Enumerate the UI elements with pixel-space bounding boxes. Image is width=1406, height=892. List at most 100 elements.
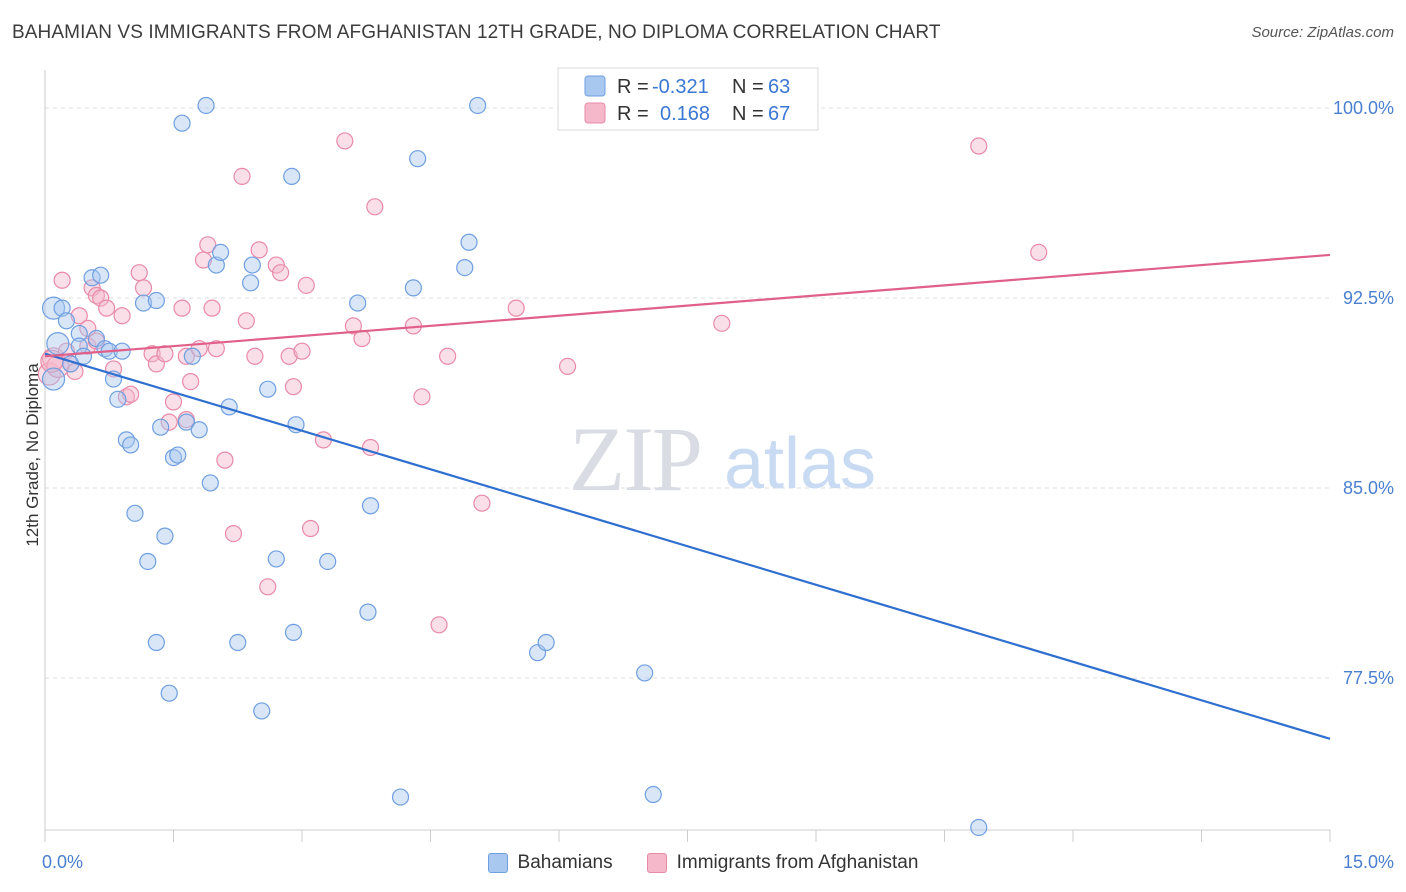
bahamian-point-41 bbox=[253, 702, 271, 720]
afghanistan-point-33 bbox=[216, 451, 234, 469]
bottom-legend: Bahamians Immigrants from Afghanistan bbox=[0, 852, 1406, 874]
bahamian-point-0 bbox=[41, 367, 66, 391]
bahamian-point-47 bbox=[319, 552, 337, 571]
legend-n-label-1: N = bbox=[732, 76, 764, 98]
afghanistan-point-58 bbox=[507, 299, 525, 317]
afghanistan-point-38 bbox=[250, 241, 268, 259]
afghanistan-point-57 bbox=[473, 494, 491, 512]
afghanistan-trend-line bbox=[44, 253, 1331, 358]
afghanistan-point-17 bbox=[130, 264, 148, 282]
afghanistan-point-31 bbox=[203, 299, 221, 317]
bahamian-point-26 bbox=[160, 684, 178, 702]
afghanistan-point-22 bbox=[160, 413, 178, 431]
legend-n-value-2: 67 bbox=[768, 103, 790, 125]
y-tick-label-1: 85.0% bbox=[1343, 478, 1394, 498]
afghanistan-point-11 bbox=[92, 289, 110, 307]
afghanistan-point-18 bbox=[134, 279, 153, 297]
legend-swatch-pink bbox=[584, 102, 606, 124]
afghanistan-point-43 bbox=[284, 378, 303, 396]
bahamian-point-30 bbox=[177, 413, 195, 431]
bahamian-points bbox=[41, 96, 988, 837]
afghanistan-point-37 bbox=[246, 347, 264, 365]
bahamian-point-19 bbox=[126, 504, 144, 522]
bahamian-point-33 bbox=[197, 96, 215, 115]
legend-swatch-bahamians bbox=[487, 853, 508, 873]
bahamian-point-15 bbox=[109, 390, 127, 408]
afghanistan-point-6 bbox=[70, 307, 88, 325]
bahamian-point-53 bbox=[409, 150, 427, 168]
legend-r-value-1: -0.321 bbox=[652, 76, 709, 98]
afghanistan-point-41 bbox=[271, 264, 290, 282]
y-axis-label: 12th Grade, No Diploma bbox=[23, 363, 42, 547]
bahamian-point-42 bbox=[259, 380, 277, 398]
y-tick-label-0: 77.5% bbox=[1343, 668, 1394, 688]
afghanistan-point-56 bbox=[439, 347, 457, 365]
bahamian-point-36 bbox=[212, 243, 230, 261]
bahamian-point-24 bbox=[152, 418, 170, 436]
bahamian-point-51 bbox=[391, 788, 410, 806]
watermark-atlas: atlas bbox=[724, 424, 876, 504]
bahamian-point-45 bbox=[284, 623, 303, 642]
afghanistan-point-34 bbox=[224, 524, 243, 543]
bahamian-point-40 bbox=[243, 256, 261, 274]
afghanistan-point-27 bbox=[182, 373, 200, 391]
bahamian-point-62 bbox=[970, 818, 988, 837]
bahamian-point-31 bbox=[183, 347, 201, 365]
legend-n-value-1: 63 bbox=[768, 76, 790, 98]
afghanistan-point-30 bbox=[199, 236, 217, 254]
bahamian-point-52 bbox=[404, 279, 422, 297]
bahamian-point-60 bbox=[644, 785, 662, 804]
bahamian-point-25 bbox=[156, 527, 174, 545]
bahamian-point-44 bbox=[283, 167, 301, 185]
legend-r-value-2: 0.168 bbox=[660, 103, 710, 125]
afghanistan-point-48 bbox=[336, 132, 354, 150]
bahamian-point-50 bbox=[361, 497, 380, 515]
afghanistan-point-23 bbox=[164, 393, 183, 411]
legend-box: R = -0.321 N = 63 R = 0.168 N = 67 bbox=[557, 67, 819, 131]
afghanistan-point-59 bbox=[558, 357, 577, 375]
bahamian-point-11 bbox=[92, 266, 110, 284]
bahamian-point-21 bbox=[139, 552, 157, 571]
x-tick-label-0: 0.0% bbox=[42, 852, 83, 872]
bahamian-point-20 bbox=[134, 294, 153, 312]
legend-item-bahamians: Bahamians bbox=[487, 852, 613, 874]
afghanistan-point-44 bbox=[293, 342, 311, 360]
legend-label-bahamians: Bahamians bbox=[517, 852, 613, 873]
afghanistan-point-19 bbox=[143, 345, 161, 363]
grid-lines bbox=[45, 107, 1330, 679]
bahamian-point-2 bbox=[46, 332, 70, 356]
bahamian-point-59 bbox=[636, 664, 654, 682]
legend-label-afghanistan: Immigrants from Afghanistan bbox=[676, 852, 919, 873]
bahamian-point-22 bbox=[147, 633, 165, 652]
afghanistan-point-63 bbox=[1030, 243, 1048, 261]
bahamian-point-32 bbox=[190, 421, 208, 439]
bahamian-point-39 bbox=[242, 274, 260, 292]
afghanistan-point-14 bbox=[113, 307, 131, 325]
bahamian-point-34 bbox=[201, 474, 219, 492]
afghanistan-point-36 bbox=[237, 312, 255, 330]
afghanistan-point-55 bbox=[430, 616, 448, 634]
bahamian-point-49 bbox=[359, 603, 377, 621]
trend-lines bbox=[44, 253, 1331, 740]
legend-swatch-afghanistan bbox=[646, 853, 667, 873]
watermark-zip: ZIP bbox=[569, 408, 701, 510]
source-label: Source: ZipAtlas.com bbox=[1251, 24, 1394, 41]
bahamian-trend-line bbox=[44, 352, 1331, 740]
tick-labels: 77.5% 85.0% 92.5% 100.0% 0.0% 15.0% bbox=[42, 98, 1394, 872]
bahamian-point-38 bbox=[229, 633, 247, 652]
afghanistan-point-46 bbox=[301, 519, 320, 538]
x-tick-label-1: 15.0% bbox=[1343, 852, 1394, 872]
bahamian-point-6 bbox=[70, 324, 88, 343]
axes bbox=[44, 70, 1331, 842]
y-tick-label-3: 100.0% bbox=[1333, 98, 1394, 118]
bahamian-point-23 bbox=[147, 291, 165, 310]
bahamian-point-55 bbox=[460, 233, 478, 251]
afghanistan-point-62 bbox=[970, 137, 988, 155]
afghanistan-point-61 bbox=[713, 314, 731, 332]
bahamian-point-35 bbox=[207, 256, 225, 274]
legend-item-afghanistan: Immigrants from Afghanistan bbox=[646, 852, 919, 874]
bahamian-point-4 bbox=[57, 312, 76, 330]
watermark: ZIP atlas bbox=[569, 408, 876, 510]
bahamian-point-28 bbox=[169, 446, 187, 464]
y-tick-label-2: 92.5% bbox=[1343, 288, 1394, 308]
